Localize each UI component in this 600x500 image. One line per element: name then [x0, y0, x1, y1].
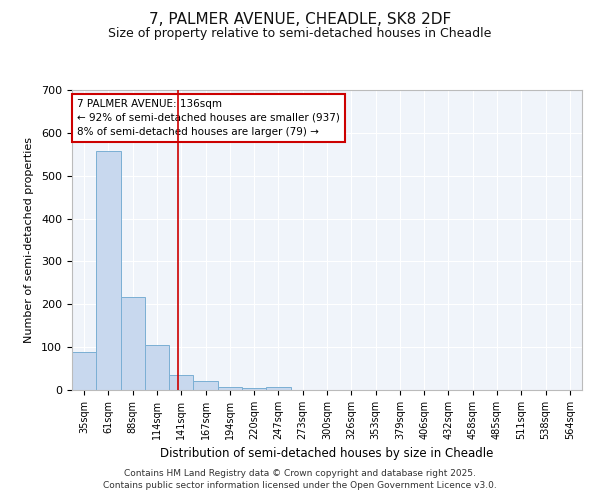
- Bar: [242, 388, 266, 390]
- Bar: [218, 387, 242, 390]
- Bar: [96, 152, 121, 390]
- Text: 7, PALMER AVENUE, CHEADLE, SK8 2DF: 7, PALMER AVENUE, CHEADLE, SK8 2DF: [149, 12, 451, 28]
- Y-axis label: Number of semi-detached properties: Number of semi-detached properties: [24, 137, 34, 343]
- Text: Contains public sector information licensed under the Open Government Licence v3: Contains public sector information licen…: [103, 481, 497, 490]
- Text: Contains HM Land Registry data © Crown copyright and database right 2025.: Contains HM Land Registry data © Crown c…: [124, 468, 476, 477]
- Bar: [266, 387, 290, 390]
- Bar: [145, 345, 169, 390]
- X-axis label: Distribution of semi-detached houses by size in Cheadle: Distribution of semi-detached houses by …: [160, 448, 494, 460]
- Bar: [121, 297, 145, 390]
- Bar: [72, 352, 96, 390]
- Bar: [193, 380, 218, 390]
- Text: Size of property relative to semi-detached houses in Cheadle: Size of property relative to semi-detach…: [109, 28, 491, 40]
- Text: 7 PALMER AVENUE: 136sqm
← 92% of semi-detached houses are smaller (937)
8% of se: 7 PALMER AVENUE: 136sqm ← 92% of semi-de…: [77, 99, 340, 137]
- Bar: [169, 375, 193, 390]
